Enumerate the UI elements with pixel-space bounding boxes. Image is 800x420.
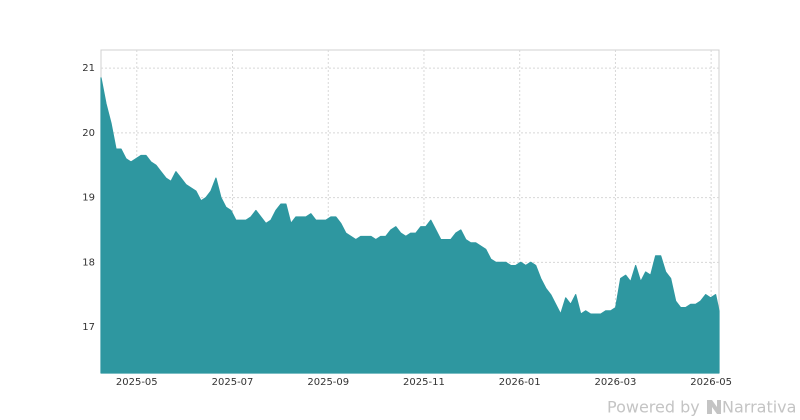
x-tick-label: 2025-09	[307, 377, 349, 388]
y-tick-label: 18	[82, 257, 95, 268]
x-tick-label: 2025-05	[116, 377, 158, 388]
x-tick-label: 2025-07	[212, 377, 254, 388]
x-tick-label: 2026-05	[690, 377, 732, 388]
area	[100, 77, 720, 374]
x-tick-label: 2026-03	[595, 377, 637, 388]
x-tick-label: 2026-01	[499, 377, 541, 388]
y-tick-label: 17	[82, 322, 95, 333]
y-tick-label: 21	[82, 63, 95, 74]
x-tick-label: 2025-11	[403, 377, 445, 388]
y-tick-label: 19	[82, 193, 95, 204]
watermark-prefix: Powered by	[607, 398, 700, 417]
watermark-logo	[707, 400, 721, 414]
y-tick-label: 20	[82, 128, 95, 139]
watermark: Powered by Narrativa	[607, 398, 796, 417]
watermark-brand: Narrativa	[722, 398, 796, 417]
